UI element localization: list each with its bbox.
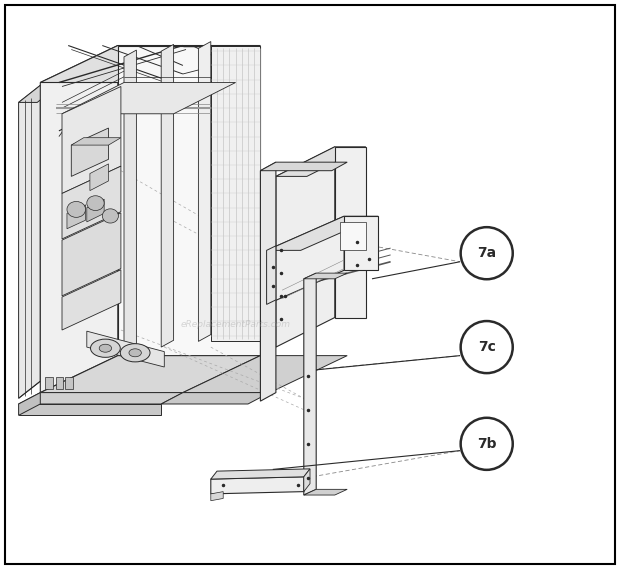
Polygon shape xyxy=(40,356,260,393)
Polygon shape xyxy=(276,147,335,347)
Polygon shape xyxy=(62,86,121,193)
Polygon shape xyxy=(118,46,260,356)
Polygon shape xyxy=(62,83,236,114)
Ellipse shape xyxy=(102,209,118,223)
Polygon shape xyxy=(267,216,344,304)
Polygon shape xyxy=(304,273,316,495)
Polygon shape xyxy=(124,50,136,353)
Text: 7b: 7b xyxy=(477,437,497,451)
Ellipse shape xyxy=(120,344,150,362)
Polygon shape xyxy=(340,222,366,250)
Ellipse shape xyxy=(91,339,120,357)
Polygon shape xyxy=(260,162,276,401)
Polygon shape xyxy=(19,393,40,415)
Polygon shape xyxy=(161,44,174,347)
Polygon shape xyxy=(304,489,347,495)
Polygon shape xyxy=(344,216,378,270)
Polygon shape xyxy=(87,199,104,222)
Ellipse shape xyxy=(67,201,86,217)
Polygon shape xyxy=(40,46,260,83)
Polygon shape xyxy=(71,138,121,145)
Polygon shape xyxy=(183,356,347,393)
Polygon shape xyxy=(211,46,260,341)
Polygon shape xyxy=(304,469,310,492)
Polygon shape xyxy=(267,246,276,304)
Polygon shape xyxy=(90,164,108,191)
Text: eReplacementParts.com: eReplacementParts.com xyxy=(180,320,291,329)
Polygon shape xyxy=(276,147,366,176)
Text: 7a: 7a xyxy=(477,246,496,260)
Polygon shape xyxy=(211,477,304,494)
Ellipse shape xyxy=(129,349,141,357)
Ellipse shape xyxy=(461,227,513,279)
Polygon shape xyxy=(19,393,183,404)
Polygon shape xyxy=(67,205,86,229)
Ellipse shape xyxy=(461,418,513,470)
Text: 7c: 7c xyxy=(478,340,495,354)
Polygon shape xyxy=(62,166,121,239)
Polygon shape xyxy=(71,128,108,176)
Ellipse shape xyxy=(461,321,513,373)
Polygon shape xyxy=(304,273,347,279)
Polygon shape xyxy=(40,46,118,393)
Bar xyxy=(65,377,73,389)
Polygon shape xyxy=(19,404,161,415)
Polygon shape xyxy=(87,331,164,367)
Ellipse shape xyxy=(87,196,104,211)
Bar xyxy=(56,377,63,389)
Polygon shape xyxy=(19,85,40,398)
Polygon shape xyxy=(198,42,211,341)
Polygon shape xyxy=(267,216,378,250)
Polygon shape xyxy=(335,147,366,318)
Polygon shape xyxy=(161,393,270,404)
Ellipse shape xyxy=(99,344,112,352)
Polygon shape xyxy=(19,85,59,102)
Polygon shape xyxy=(62,213,121,296)
Polygon shape xyxy=(260,162,347,171)
Polygon shape xyxy=(62,270,121,330)
Bar xyxy=(45,377,53,389)
Polygon shape xyxy=(211,469,310,479)
Polygon shape xyxy=(211,492,223,501)
